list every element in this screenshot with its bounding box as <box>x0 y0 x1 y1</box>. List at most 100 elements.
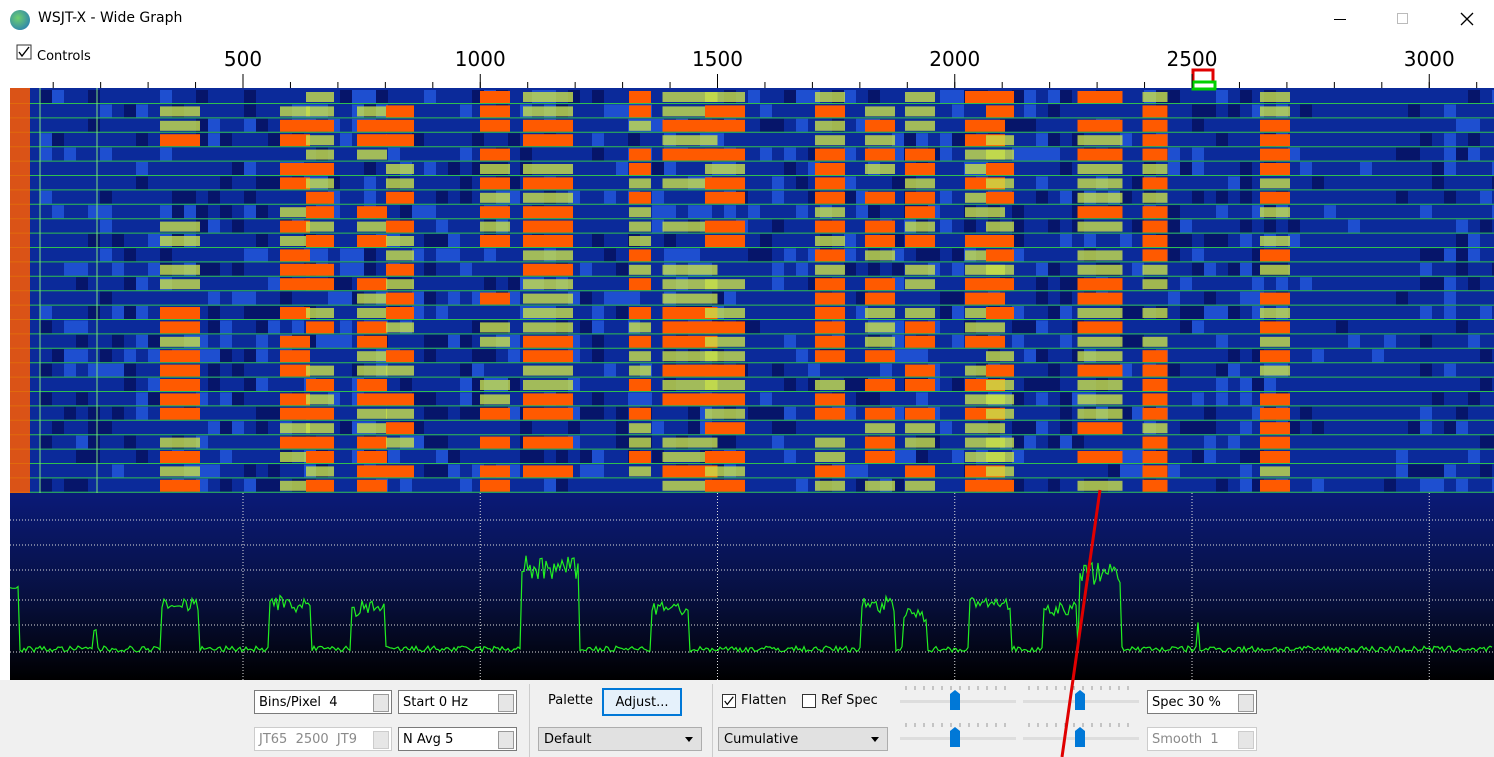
waterfall-noise <box>1348 335 1360 348</box>
spin-buttons[interactable] <box>1238 694 1254 712</box>
waterfall-noise <box>136 277 148 290</box>
waterfall-noise <box>76 450 88 463</box>
spin-buttons[interactable] <box>373 694 389 712</box>
waterfall-signal <box>1260 293 1290 305</box>
waterfall-noise <box>364 263 376 276</box>
waterfall-signal <box>523 350 573 362</box>
waterfall-noise <box>1192 248 1204 261</box>
waterfall-noise <box>700 205 712 218</box>
waterfall-noise <box>1240 464 1252 477</box>
waterfall-noise <box>1024 349 1036 362</box>
minimize-button[interactable] <box>1334 19 1346 20</box>
close-button[interactable] <box>1460 12 1474 26</box>
waterfall-noise <box>1132 263 1144 276</box>
waterfall-speckle <box>865 164 895 174</box>
waterfall-noise <box>1024 436 1036 449</box>
waterfall-speckle <box>629 178 651 188</box>
waterfall-noise <box>1204 436 1216 449</box>
waterfall-noise <box>100 205 112 218</box>
waterfall-signal <box>160 365 200 377</box>
waterfall-speckle <box>629 322 651 332</box>
n-avg-spinbox[interactable]: N Avg 5 <box>398 727 517 751</box>
waterfall-noise <box>580 320 592 333</box>
spin-buttons[interactable] <box>498 731 514 749</box>
waterfall-noise <box>208 349 220 362</box>
bins-per-pixel-spinbox[interactable]: Bins/Pixel 4 <box>254 690 392 714</box>
waterfall-noise <box>940 191 952 204</box>
waterfall-speckle <box>480 164 510 174</box>
adjust-button[interactable]: Adjust... <box>602 688 682 716</box>
waterfall-speckle <box>523 164 573 174</box>
waterfall-noise <box>1396 464 1408 477</box>
waterfall-noise <box>592 90 604 103</box>
waterfall-speckle <box>865 423 895 433</box>
waterfall-noise <box>364 90 376 103</box>
waterfall-noise <box>556 479 568 492</box>
waterfall-speckle <box>986 394 1014 404</box>
slider[interactable] <box>1023 721 1139 749</box>
waterfall-speckle <box>386 236 414 246</box>
waterfall-signal <box>1260 350 1290 362</box>
waterfall-noise <box>400 205 412 218</box>
waterfall-noise <box>1192 263 1204 276</box>
slider[interactable] <box>900 721 1016 749</box>
spec-spinbox[interactable]: Spec 30 % <box>1147 690 1257 714</box>
waterfall-noise <box>592 148 604 161</box>
start-spinbox[interactable]: Start 0 Hz <box>398 690 517 714</box>
waterfall-signal <box>280 134 310 146</box>
waterfall-signal <box>1143 465 1168 477</box>
waterfall-signal <box>280 177 310 189</box>
waterfall-signal <box>905 408 935 420</box>
waterfall-noise <box>436 436 448 449</box>
waterfall-noise <box>64 407 76 420</box>
waterfall-signal <box>480 206 510 218</box>
waterfall-signal <box>629 149 651 161</box>
waterfall-signal <box>280 163 310 175</box>
waterfall-noise <box>364 162 376 175</box>
waterfall-noise <box>1480 349 1492 362</box>
waterfall-noise <box>1444 133 1456 146</box>
waterfall-signal <box>1260 480 1290 492</box>
waterfall-speckle <box>815 92 845 102</box>
waterfall-noise <box>1432 176 1444 189</box>
palette-combo[interactable]: Default <box>538 727 702 751</box>
waterfall-noise <box>592 407 604 420</box>
waterfall-noise <box>232 421 244 434</box>
maximize-button[interactable] <box>1397 13 1408 24</box>
waterfall-noise <box>448 234 460 247</box>
waterfall-speckle <box>986 452 1014 462</box>
waterfall-noise <box>1360 162 1372 175</box>
waterfall-noise <box>1444 248 1456 261</box>
waterfall-noise <box>868 392 880 405</box>
waterfall-noise <box>952 263 964 276</box>
waterfall-signal <box>1078 365 1123 377</box>
waterfall-noise <box>844 464 856 477</box>
waterfall-noise <box>256 306 268 319</box>
waterfall-noise <box>148 349 160 362</box>
slider[interactable] <box>1023 684 1139 712</box>
waterfall-signal <box>905 321 935 333</box>
waterfall-noise <box>1240 176 1252 189</box>
waterfall-noise <box>940 148 952 161</box>
waterfall-signal <box>1143 134 1168 146</box>
waterfall-noise <box>784 90 796 103</box>
waterfall-noise <box>1240 392 1252 405</box>
spin-buttons[interactable] <box>498 694 514 712</box>
waterfall-speckle <box>905 308 935 318</box>
waterfall-noise <box>1468 90 1480 103</box>
slider[interactable] <box>900 684 1016 712</box>
waterfall-noise <box>1216 205 1228 218</box>
ref-spec-checkbox[interactable]: Ref Spec <box>802 693 878 708</box>
flatten-checkbox[interactable]: Flatten <box>722 693 787 708</box>
checkbox-checked <box>722 694 736 708</box>
waterfall-noise <box>508 349 520 362</box>
waterfall-noise <box>208 378 220 391</box>
palette: Default <box>544 732 592 747</box>
waterfall-noise <box>232 364 244 377</box>
waterfall-signal <box>1260 437 1290 449</box>
spectrum-combo[interactable]: Cumulative <box>718 727 888 751</box>
frequency-tick-label: 3000 <box>1404 47 1455 71</box>
waterfall-noise <box>76 479 88 492</box>
waterfall-noise <box>1396 450 1408 463</box>
waterfall-noise <box>328 292 340 305</box>
